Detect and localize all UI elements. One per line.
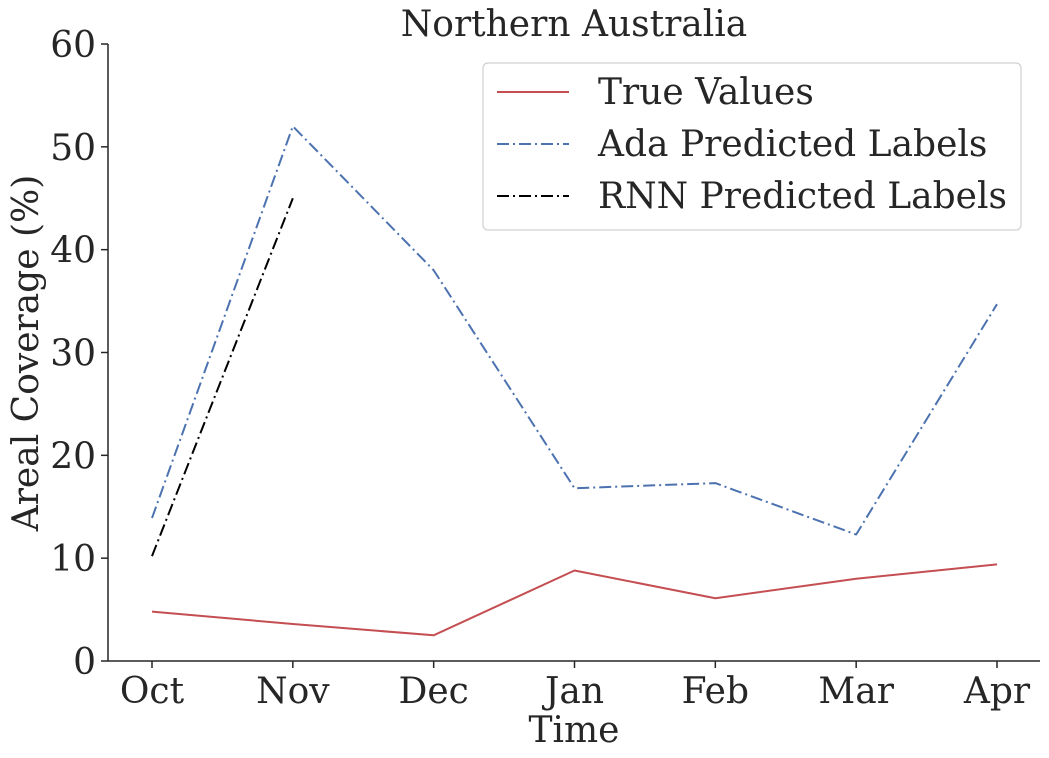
y-axis-label: Areal Coverage (%) bbox=[6, 175, 47, 533]
y-tick-label: 60 bbox=[50, 25, 96, 66]
x-tick-label: Nov bbox=[256, 671, 330, 712]
x-axis-label: Time bbox=[529, 710, 620, 751]
x-tick-label: Jan bbox=[541, 671, 604, 712]
legend-label: True Values bbox=[598, 72, 814, 113]
legend-label: Ada Predicted Labels bbox=[597, 124, 987, 165]
chart-title: Northern Australia bbox=[401, 4, 747, 45]
legend-frame bbox=[482, 62, 1022, 231]
y-tick-label: 40 bbox=[50, 231, 96, 272]
x-tick-label: Oct bbox=[120, 671, 185, 712]
x-axis-ticks: Oct Nov Dec Jan Feb Mar Apr bbox=[120, 661, 1031, 712]
y-tick-label: 50 bbox=[50, 128, 96, 169]
y-tick-label: 0 bbox=[73, 642, 96, 683]
legend: True Values Ada Predicted Labels RNN Predi… bbox=[482, 62, 1022, 231]
y-tick-label: 20 bbox=[50, 436, 96, 477]
series-line-3 bbox=[151, 197, 294, 557]
y-axis-ticks: 0 10 20 30 40 50 60 bbox=[50, 25, 108, 683]
legend-label: RNN Predicted Labels bbox=[598, 176, 1007, 217]
x-tick-label: Mar bbox=[818, 671, 894, 712]
series-line-1 bbox=[151, 563, 998, 637]
series-line-2 bbox=[151, 125, 998, 536]
y-tick-label: 10 bbox=[50, 539, 96, 580]
x-tick-label: Feb bbox=[682, 671, 749, 712]
x-tick-label: Apr bbox=[963, 671, 1031, 712]
series-layer bbox=[151, 125, 998, 637]
y-tick-label: 30 bbox=[50, 334, 96, 375]
x-tick-label: Dec bbox=[398, 671, 468, 712]
